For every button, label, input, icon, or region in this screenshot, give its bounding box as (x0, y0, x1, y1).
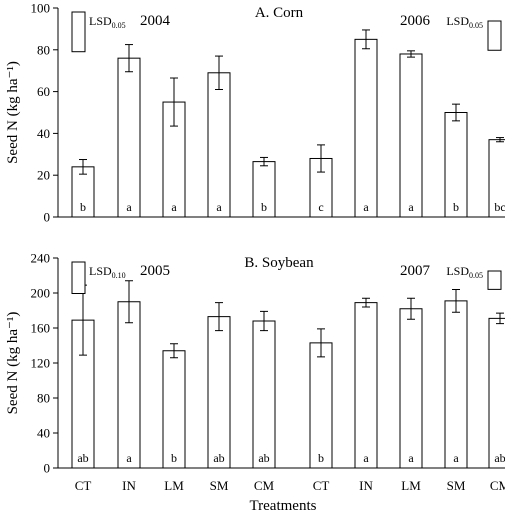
significance-letter: a (126, 451, 132, 465)
significance-letter: a (171, 200, 177, 214)
x-tick-label: LM (164, 478, 184, 493)
year-label: 2007 (400, 263, 431, 279)
lsd-bar (71, 11, 86, 53)
y-tick-label: 40 (37, 426, 50, 441)
x-tick-label: IN (359, 478, 373, 493)
lsd-subscript: 0.05 (469, 271, 483, 280)
significance-letter: ab (77, 451, 88, 465)
bar (252, 320, 276, 469)
significance-letter: a (408, 200, 414, 214)
bar (309, 342, 333, 469)
lsd-subscript: 0.10 (112, 271, 126, 280)
significance-letter: b (261, 200, 267, 214)
x-tick-label: CM (490, 478, 505, 493)
lsd-subscript: 0.05 (469, 21, 483, 30)
y-tick-label: 120 (31, 356, 51, 371)
panel-title: B. Soybean (244, 255, 314, 271)
lsd-label: LSD0.05 (446, 14, 483, 30)
bar (399, 308, 423, 469)
lsd-subscript: 0.05 (112, 21, 126, 30)
x-tick-label: CM (254, 478, 275, 493)
significance-letter: a (216, 200, 222, 214)
y-tick-label: 80 (37, 391, 50, 406)
lsd-label: LSD0.10 (89, 264, 126, 280)
bar (399, 53, 423, 218)
significance-letter: a (363, 451, 369, 465)
bar (207, 72, 231, 218)
y-tick-label: 20 (37, 168, 50, 183)
lsd-label: LSD0.05 (446, 264, 483, 280)
bar (444, 300, 468, 469)
x-tick-label: SM (447, 478, 466, 493)
x-tick-label: IN (122, 478, 136, 493)
significance-letter: b (171, 451, 177, 465)
y-tick-label: 0 (44, 210, 51, 225)
lsd-bar (487, 270, 502, 290)
y-tick-label: 40 (37, 126, 50, 141)
y-tick-label: 200 (31, 286, 51, 301)
lsd-bar (71, 261, 86, 294)
y-tick-label: 100 (31, 1, 51, 16)
significance-letter: b (318, 451, 324, 465)
bar (117, 57, 141, 218)
year-label: 2005 (140, 263, 170, 279)
significance-letter: a (363, 200, 369, 214)
significance-letter: ab (213, 451, 224, 465)
bar (354, 38, 378, 218)
y-tick-label: 240 (31, 251, 51, 266)
x-tick-label: CT (313, 478, 330, 493)
x-tick-label: SM (210, 478, 229, 493)
bar (207, 316, 231, 469)
significance-letter: a (408, 451, 414, 465)
bar (117, 301, 141, 469)
x-tick-label: CT (75, 478, 92, 493)
lsd-bar (487, 20, 502, 51)
year-label: 2004 (140, 13, 171, 29)
y-axis-label: Seed N (kg ha⁻¹) (5, 61, 21, 164)
significance-letter: b (80, 200, 86, 214)
significance-letter: ab (258, 451, 269, 465)
significance-letter: a (126, 200, 132, 214)
y-tick-label: 60 (37, 84, 50, 99)
bar (488, 317, 505, 469)
bar (354, 302, 378, 469)
y-tick-label: 0 (44, 461, 51, 476)
significance-letter: a (453, 451, 459, 465)
panel-title: A. Corn (255, 5, 304, 21)
lsd-label: LSD0.05 (89, 14, 126, 30)
x-axis-label: Treatments (250, 498, 317, 514)
significance-letter: c (318, 200, 323, 214)
year-label: 2006 (400, 13, 431, 29)
y-tick-label: 160 (31, 321, 51, 336)
x-tick-label: LM (401, 478, 421, 493)
significance-letter: ab (494, 451, 505, 465)
significance-letter: b (453, 200, 459, 214)
y-axis-label: Seed N (kg ha⁻¹) (5, 312, 21, 415)
y-tick-label: 80 (37, 42, 50, 57)
significance-letter: bc (494, 200, 505, 214)
